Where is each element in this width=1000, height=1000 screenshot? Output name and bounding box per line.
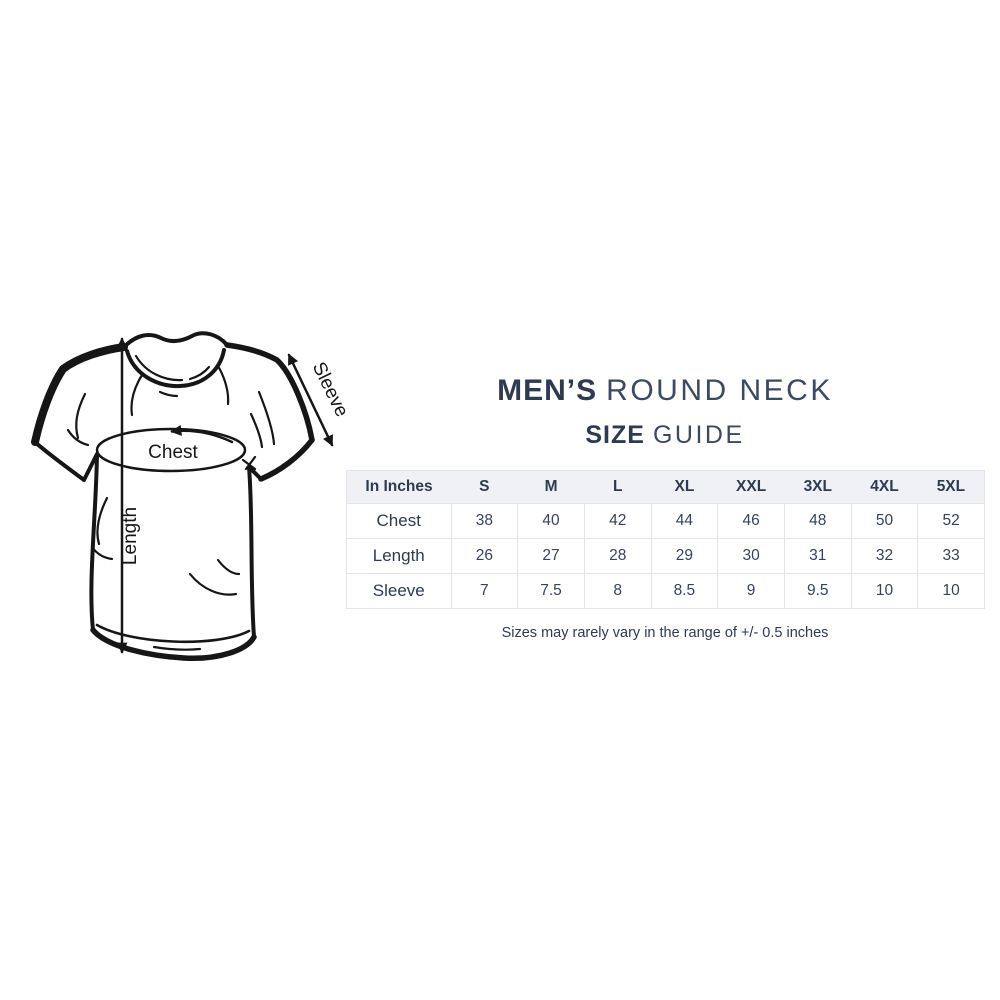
chest-measure-arrow <box>170 424 234 444</box>
subtitle-bold-segment: SIZE <box>585 421 645 449</box>
table-cell: 31 <box>783 538 852 574</box>
table-cell: 30 <box>717 538 785 574</box>
col-header-xl: XL <box>651 470 718 504</box>
table-cell: 27 <box>517 538 585 574</box>
wrinkle-left-sleeve <box>75 392 87 440</box>
row-label-sleeve: Sleeve <box>346 573 452 609</box>
table-cell: 8.5 <box>650 573 719 609</box>
left-sleeve-edge <box>31 343 128 446</box>
hem-inner-line <box>95 623 251 644</box>
subtitle-light-segment: GUIDE <box>652 421 745 449</box>
col-header-3xl: 3XL <box>784 470 852 504</box>
underarm-mark-2 <box>244 455 257 471</box>
table-row-sleeve: Sleeve 7 7.5 8 8.5 9 9.5 10 10 <box>346 573 985 609</box>
col-header-m: M <box>517 470 585 504</box>
wrinkle-right-shoulder-2 <box>249 412 264 449</box>
table-cell: 40 <box>517 503 585 539</box>
col-header-in-inches: In Inches <box>346 470 451 504</box>
title-bold-segment: MEN’S <box>497 374 598 407</box>
collar-inner-line <box>134 354 184 382</box>
wrinkle-left-chest <box>130 373 144 417</box>
collar-dash <box>158 390 179 398</box>
wrinkle-body-right-2 <box>216 558 241 576</box>
table-cell: 33 <box>917 538 985 574</box>
table-cell: 50 <box>850 503 919 539</box>
hem-edge <box>90 627 257 661</box>
col-header-xxl: XXL <box>717 470 785 504</box>
table-cell: 44 <box>650 503 719 539</box>
page-title: MEN’S ROUND NECK <box>340 374 990 408</box>
table-cell: 32 <box>850 538 919 574</box>
length-label: Length <box>120 507 141 565</box>
size-table: In Inches S M L XL XXL 3XL 4XL 5XL Chest… <box>346 470 985 609</box>
tshirt-outline <box>33 331 314 661</box>
chest-label: Chest <box>148 442 198 463</box>
table-cell: 10 <box>917 573 985 609</box>
hem-dash <box>152 645 202 651</box>
table-row-length: Length 26 27 28 29 30 31 32 33 <box>346 538 985 574</box>
table-cell: 29 <box>650 538 719 574</box>
tolerance-note: Sizes may rarely vary in the range of +/… <box>501 625 829 641</box>
table-cell: 46 <box>717 503 785 539</box>
sleeve-measure-arrow <box>287 353 334 447</box>
row-label-chest: Chest <box>346 503 452 539</box>
table-cell: 9 <box>717 573 785 609</box>
tshirt-svg: Chest Length Sleeve <box>31 331 352 661</box>
collar-tick <box>188 365 211 381</box>
row-label-length: Length <box>346 538 452 574</box>
table-cell: 42 <box>583 503 652 539</box>
wrinkle-body-left-tick <box>90 545 114 561</box>
table-cell: 52 <box>917 503 985 539</box>
col-header-l: L <box>584 470 652 504</box>
page-subtitle: SIZE GUIDE <box>340 420 990 450</box>
wrinkle-body-left <box>96 496 109 546</box>
wrinkle-left-sleeve-tick <box>66 428 90 447</box>
table-cell: 9.5 <box>783 573 852 609</box>
wrinkle-right-neck <box>216 364 230 406</box>
table-cell: 8 <box>583 573 652 609</box>
wrinkle-body-right <box>188 572 238 596</box>
table-row-chest: Chest 38 40 42 44 46 48 50 52 <box>346 503 985 539</box>
table-cell: 26 <box>450 538 519 574</box>
title-light-segment: ROUND NECK <box>606 374 833 407</box>
col-header-s: S <box>451 470 518 504</box>
tshirt-diagram: Chest Length Sleeve <box>22 330 352 670</box>
table-cell: 10 <box>850 573 919 609</box>
col-header-4xl: 4XL <box>851 470 918 504</box>
table-cell: 48 <box>783 503 852 539</box>
wrinkle-right-shoulder <box>257 390 276 446</box>
table-cell: 28 <box>583 538 652 574</box>
table-cell: 7 <box>450 573 519 609</box>
table-cell: 38 <box>450 503 519 539</box>
col-header-5xl: 5XL <box>917 470 985 504</box>
size-table-header-row: In Inches S M L XL XXL 3XL 4XL 5XL <box>346 470 985 504</box>
table-cell: 7.5 <box>517 573 585 609</box>
